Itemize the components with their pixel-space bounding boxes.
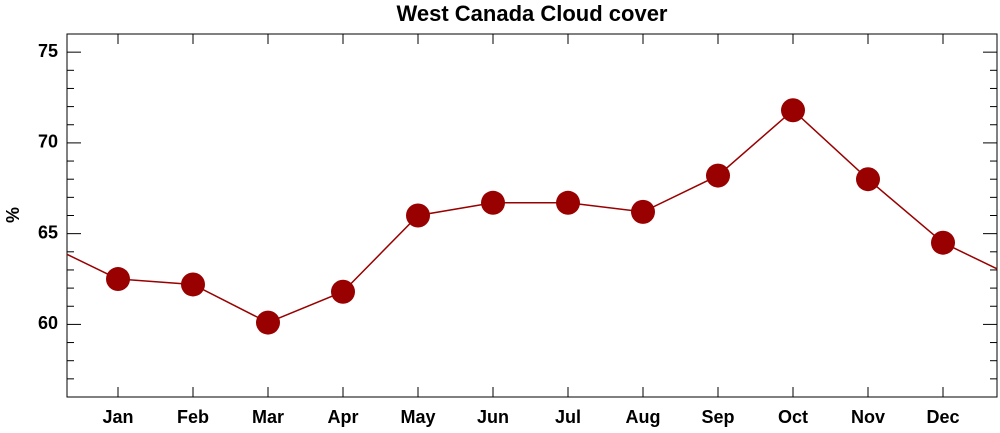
data-point (931, 230, 955, 255)
data-point (856, 167, 880, 192)
x-tick-label: Jul (555, 407, 581, 427)
data-point (331, 279, 355, 304)
series-line (117, 109, 944, 324)
x-tick-label: Dec (926, 407, 959, 427)
data-point (406, 203, 430, 228)
data-point (256, 310, 280, 335)
y-axis-label: % (3, 207, 23, 223)
data-point (181, 272, 205, 297)
data-point (706, 163, 730, 188)
data-point (631, 199, 655, 224)
y-tick-label: 70 (38, 132, 58, 152)
x-tick-label: Apr (328, 407, 359, 427)
x-tick-label: May (400, 407, 435, 427)
x-tick-label: Feb (177, 407, 209, 427)
x-tick-label: Jan (102, 407, 133, 427)
chart-title: West Canada Cloud cover (397, 1, 668, 26)
data-point (781, 98, 805, 123)
y-tick-label: 75 (38, 41, 58, 61)
x-tick-label: Aug (626, 407, 661, 427)
x-tick-label: Oct (778, 407, 808, 427)
x-tick-label: Mar (252, 407, 284, 427)
y-tick-label: 65 (38, 222, 58, 242)
data-point (556, 190, 580, 215)
plot-frame (66, 33, 998, 398)
x-tick-label: Sep (701, 407, 734, 427)
data-point (106, 267, 130, 292)
y-tick-label: 60 (38, 313, 58, 333)
data-point (481, 190, 505, 215)
x-tick-label: Jun (477, 407, 509, 427)
x-tick-label: Nov (851, 407, 885, 427)
